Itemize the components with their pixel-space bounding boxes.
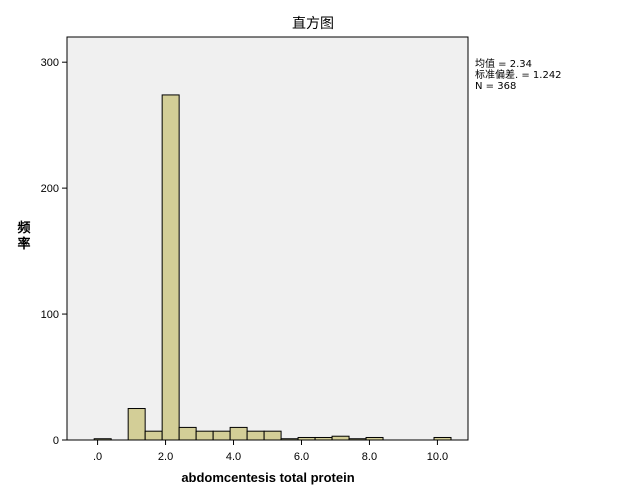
histogram-bar bbox=[195, 430, 214, 441]
stats-line: 均值 = 2.34 bbox=[475, 57, 532, 70]
y-axis-ticks: 0 100 200 300 bbox=[41, 57, 67, 447]
chart-title: 直方图 bbox=[292, 15, 334, 32]
histogram-bar bbox=[433, 436, 452, 441]
histogram-bar bbox=[127, 408, 146, 441]
histogram-bar bbox=[93, 438, 112, 441]
histogram-bar bbox=[365, 436, 384, 441]
histogram-bar bbox=[246, 430, 265, 441]
histogram-bar bbox=[297, 436, 316, 441]
histogram-bar bbox=[144, 430, 163, 441]
histogram-bar bbox=[263, 430, 282, 441]
x-tick-label: .0 bbox=[93, 451, 102, 463]
x-tick-label: 10.0 bbox=[427, 451, 448, 463]
histogram-bar bbox=[212, 430, 231, 441]
histogram-bar bbox=[161, 94, 180, 441]
stats-line: 标准偏差. = 1.242 bbox=[475, 68, 562, 81]
histogram-bar bbox=[314, 436, 333, 441]
y-tick-label: 100 bbox=[41, 309, 59, 321]
histogram-bar bbox=[178, 426, 197, 441]
x-axis-label: abdomcentesis total protein bbox=[181, 470, 354, 485]
histogram-bars bbox=[93, 94, 452, 441]
x-tick-label: 8.0 bbox=[362, 451, 377, 463]
x-tick-label: 2.0 bbox=[158, 451, 173, 463]
y-tick-label: 300 bbox=[41, 57, 59, 69]
y-axis-label-line-2: 率 bbox=[17, 236, 30, 252]
histogram-bar bbox=[348, 438, 367, 441]
y-axis-label-line-1: 频 bbox=[17, 220, 30, 236]
histogram-bar bbox=[229, 426, 248, 441]
x-tick-label: 4.0 bbox=[226, 451, 241, 463]
histogram-bar bbox=[331, 435, 350, 441]
histogram-bar bbox=[280, 438, 299, 441]
y-tick-label: 0 bbox=[53, 435, 59, 447]
stats-line: N = 368 bbox=[475, 81, 516, 92]
x-axis-ticks: .0 2.0 4.0 6.0 8.0 10.0 bbox=[93, 440, 448, 463]
plot-area bbox=[66, 36, 469, 441]
y-tick-label: 200 bbox=[41, 183, 59, 195]
x-tick-label: 6.0 bbox=[294, 451, 309, 463]
